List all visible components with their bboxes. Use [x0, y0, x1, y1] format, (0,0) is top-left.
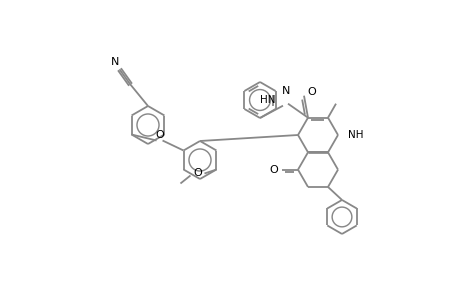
Text: O: O — [193, 169, 202, 178]
Text: O: O — [155, 130, 163, 140]
Text: N: N — [111, 57, 119, 67]
Text: NH: NH — [347, 130, 363, 140]
Text: O: O — [269, 165, 278, 175]
Text: O: O — [307, 87, 316, 97]
Text: N: N — [281, 86, 289, 96]
Text: HN: HN — [260, 95, 275, 105]
